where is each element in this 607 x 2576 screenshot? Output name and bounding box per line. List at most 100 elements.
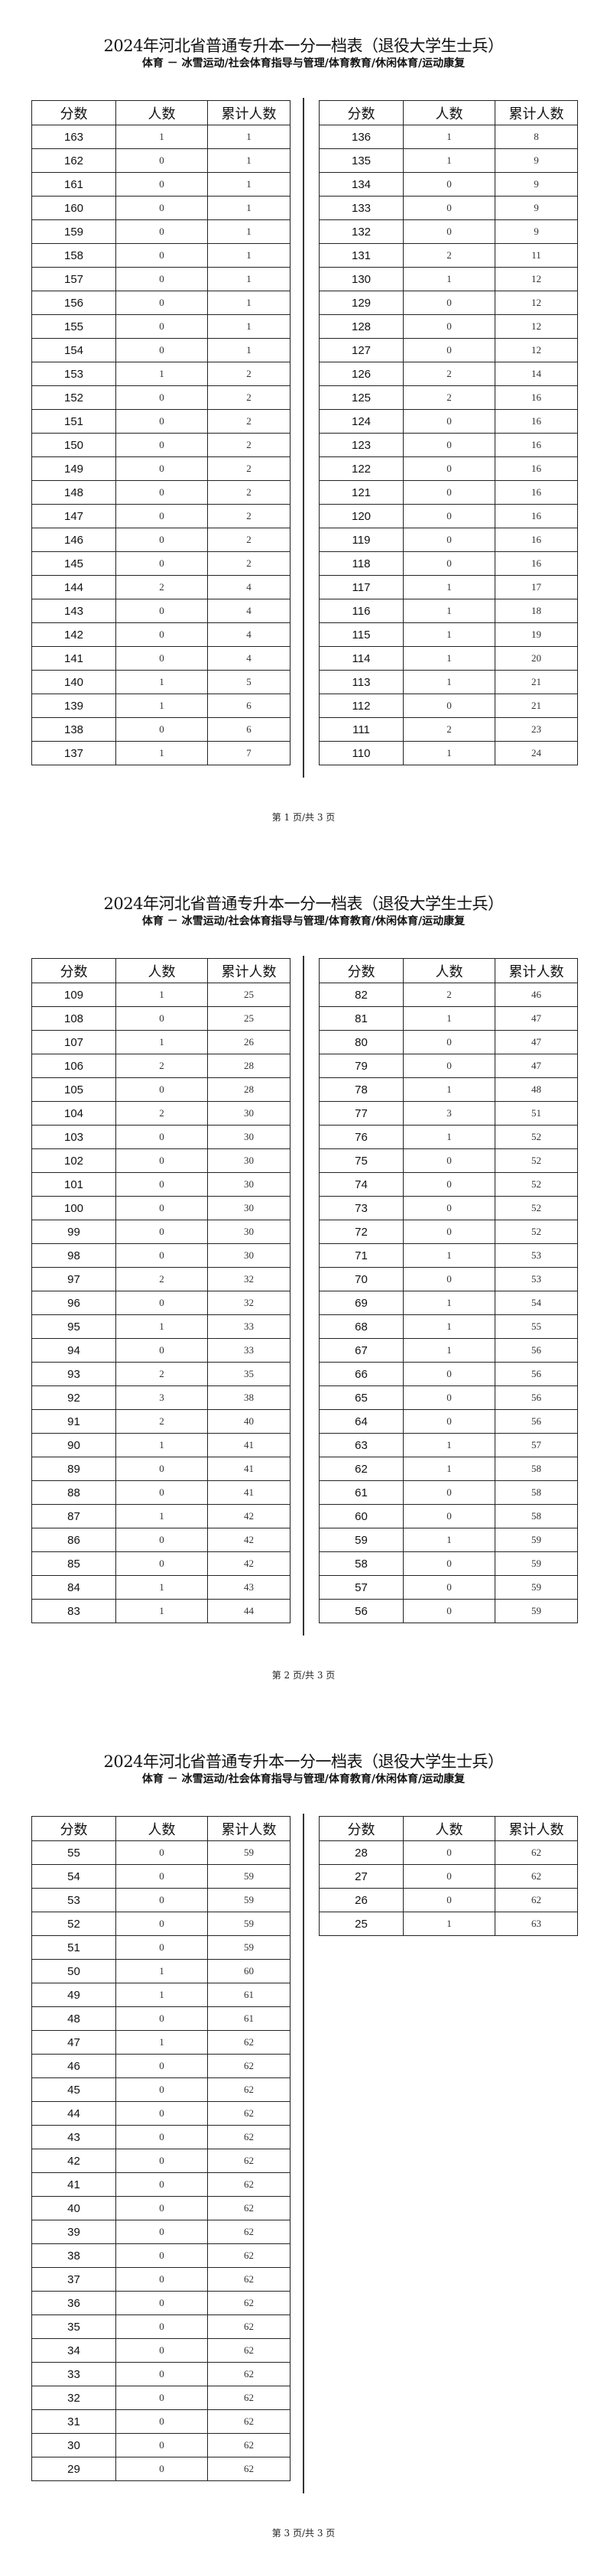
table-row: 94 0 33 (31, 1338, 291, 1363)
cumulative-cell: 24 (495, 741, 578, 765)
count-cell: 0 (403, 1575, 495, 1600)
count-cell: 0 (403, 1196, 495, 1220)
cumulative-cell: 47 (495, 1006, 578, 1031)
count-cell: 0 (403, 1148, 495, 1173)
cumulative-cell: 59 (495, 1528, 578, 1552)
table-row: 155 0 1 (31, 314, 291, 339)
table-row: 151 0 2 (31, 409, 291, 434)
table-row: 101 0 30 (31, 1172, 291, 1197)
cumulative-cell: 30 (207, 1220, 291, 1244)
score-cell: 121 (319, 480, 404, 505)
count-cell: 1 (115, 1314, 208, 1339)
count-cell: 0 (115, 2101, 208, 2126)
count-cell: 1 (403, 622, 495, 647)
cumulative-cell: 46 (495, 983, 578, 1007)
table-row: 128 0 12 (319, 314, 578, 339)
count-cell: 0 (403, 528, 495, 552)
cumulative-cell: 42 (207, 1551, 291, 1576)
table-row: 76 1 52 (319, 1125, 578, 1149)
count-cell: 0 (115, 646, 208, 671)
table-header-row: 分数 人数 累计人数 (319, 958, 578, 983)
count-cell: 0 (403, 1385, 495, 1410)
count-cell: 2 (115, 1362, 208, 1386)
cumulative-cell: 52 (495, 1125, 578, 1149)
table-row: 123 0 16 (319, 433, 578, 457)
cumulative-cell: 2 (207, 362, 291, 386)
cumulative-cell: 26 (207, 1030, 291, 1054)
count-cell: 0 (403, 480, 495, 505)
cumulative-cell: 59 (495, 1575, 578, 1600)
cumulative-cell: 2 (207, 504, 291, 528)
count-cell: 1 (115, 362, 208, 386)
cumulative-cell: 60 (207, 1959, 291, 1983)
score-cell: 67 (319, 1338, 404, 1363)
cumulative-cell: 58 (495, 1504, 578, 1528)
count-cell: 0 (115, 1006, 208, 1031)
cumulative-cell: 6 (207, 717, 291, 742)
count-cell: 1 (403, 599, 495, 623)
count-cell: 0 (115, 2386, 208, 2410)
table-row: 30 0 62 (31, 2433, 291, 2457)
cumulative-cell: 16 (495, 385, 578, 410)
count-cell: 0 (115, 2291, 208, 2315)
score-cell: 37 (31, 2267, 116, 2292)
table-row: 137 1 7 (31, 741, 291, 765)
cumulative-cell: 53 (495, 1243, 578, 1268)
cumulative-cell: 9 (495, 196, 578, 220)
cumulative-cell: 16 (495, 433, 578, 457)
cumulative-cell: 30 (207, 1172, 291, 1197)
table-row: 53 0 59 (31, 1888, 291, 1912)
cumulative-cell: 62 (207, 2315, 291, 2339)
score-cell: 50 (31, 1959, 116, 1983)
page-subtitle: 体育 － 冰雪运动/社会体育指导与管理/体育教育/休闲体育/运动康复 (141, 57, 466, 70)
count-cell: 0 (115, 1196, 208, 1220)
count-cell: 0 (403, 1362, 495, 1386)
score-cell: 49 (31, 1983, 116, 2007)
score-cell: 63 (319, 1433, 404, 1457)
table-row: 93 2 35 (31, 1362, 291, 1386)
score-cell: 59 (319, 1528, 404, 1552)
score-cell: 156 (31, 291, 116, 315)
score-cell: 83 (31, 1599, 116, 1623)
count-cell: 1 (115, 1575, 208, 1600)
count-cell: 1 (403, 1912, 495, 1936)
table-row: 61 0 58 (319, 1480, 578, 1505)
cumulative-cell: 2 (207, 480, 291, 505)
table-row: 67 1 56 (319, 1338, 578, 1363)
table-row: 80 0 47 (319, 1030, 578, 1054)
table-row: 160 0 1 (31, 196, 291, 220)
score-cell: 64 (319, 1409, 404, 1434)
cumulative-cell: 51 (495, 1101, 578, 1126)
score-table-left: 分数 人数 累计人数 109 1 25 108 0 25 107 1 26 106 2 28 105 0 28 10… (31, 958, 291, 1623)
count-cell: 0 (115, 172, 208, 197)
table-row: 41 0 62 (31, 2172, 291, 2197)
score-cell: 32 (31, 2386, 116, 2410)
table-row: 64 0 56 (319, 1409, 578, 1434)
score-cell: 148 (31, 480, 116, 505)
score-header: 分数 (31, 958, 116, 983)
cumulative-cell: 62 (207, 2386, 291, 2410)
score-cell: 103 (31, 1125, 116, 1149)
table-row: 29 0 62 (31, 2457, 291, 2481)
cumulative-cell: 1 (207, 172, 291, 197)
table-row: 139 1 6 (31, 694, 291, 718)
score-cell: 118 (319, 551, 404, 576)
score-cell: 75 (319, 1148, 404, 1173)
table-row: 85 0 42 (31, 1551, 291, 1576)
table-row: 163 1 1 (31, 125, 291, 149)
cumulative-cell: 23 (495, 717, 578, 742)
count-cell: 0 (115, 1125, 208, 1149)
table-row: 146 0 2 (31, 528, 291, 552)
count-cell: 0 (403, 694, 495, 718)
score-cell: 42 (31, 2149, 116, 2173)
cumulative-cell: 9 (495, 148, 578, 173)
score-cell: 110 (319, 741, 404, 765)
score-cell: 91 (31, 1409, 116, 1434)
count-cell: 0 (115, 1148, 208, 1173)
score-cell: 82 (319, 983, 404, 1007)
table-row: 136 1 8 (319, 125, 578, 149)
cumulative-cell: 2 (207, 385, 291, 410)
count-cell: 0 (115, 2338, 208, 2363)
cumulative-cell: 30 (207, 1243, 291, 1268)
count-cell: 0 (403, 409, 495, 434)
